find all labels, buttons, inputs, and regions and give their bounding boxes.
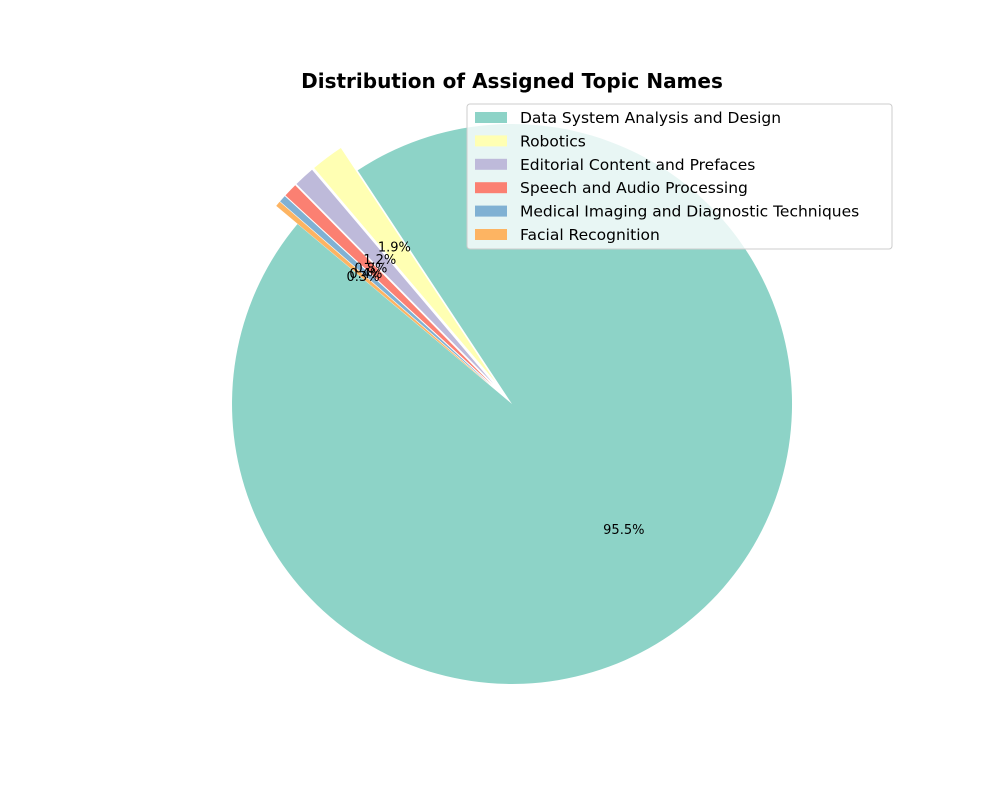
- legend-label: Editorial Content and Prefaces: [520, 156, 755, 174]
- legend-label: Speech and Audio Processing: [520, 179, 748, 197]
- legend-label: Robotics: [520, 132, 586, 150]
- pie-percent-label: 1.9%: [378, 241, 411, 256]
- legend-swatch: [475, 229, 507, 240]
- legend-swatch: [475, 205, 507, 217]
- pie-slice: [285, 185, 492, 385]
- pie-percent-label: 0.4%: [349, 267, 382, 282]
- legend-swatch: [475, 112, 507, 123]
- legend-label: Data System Analysis and Design: [520, 109, 781, 127]
- pie-slice: [296, 169, 494, 384]
- pie-slice: [276, 201, 491, 386]
- pie-percent-labels: 95.5% 1.9%1.2%0.8%0.4%0.3%: [347, 241, 645, 538]
- legend-swatch: [475, 182, 507, 194]
- legend-label: Facial Recognition: [520, 226, 660, 244]
- legend: Data System Analysis and Design Robotics E…: [466, 103, 893, 250]
- pie-slice: [280, 196, 492, 386]
- pie-percent-label: 0.8%: [354, 261, 387, 276]
- legend-swatch: [475, 135, 507, 147]
- pie-slice: [314, 148, 496, 382]
- pie-percent-label: 1.2%: [363, 253, 396, 268]
- pie-slices: [232, 123, 793, 684]
- legend-items: Data System Analysis and Design Robotics E…: [475, 109, 859, 244]
- legend-frame: [466, 103, 893, 250]
- pie-slice: [232, 123, 793, 684]
- legend-swatch: [475, 158, 507, 170]
- pie-percent-label: 0.3%: [347, 270, 380, 285]
- chart-title: Distribution of Assigned Topic Names: [301, 69, 723, 93]
- pie-percent-label: 95.5%: [603, 523, 644, 538]
- legend-label: Medical Imaging and Diagnostic Technique…: [520, 203, 859, 221]
